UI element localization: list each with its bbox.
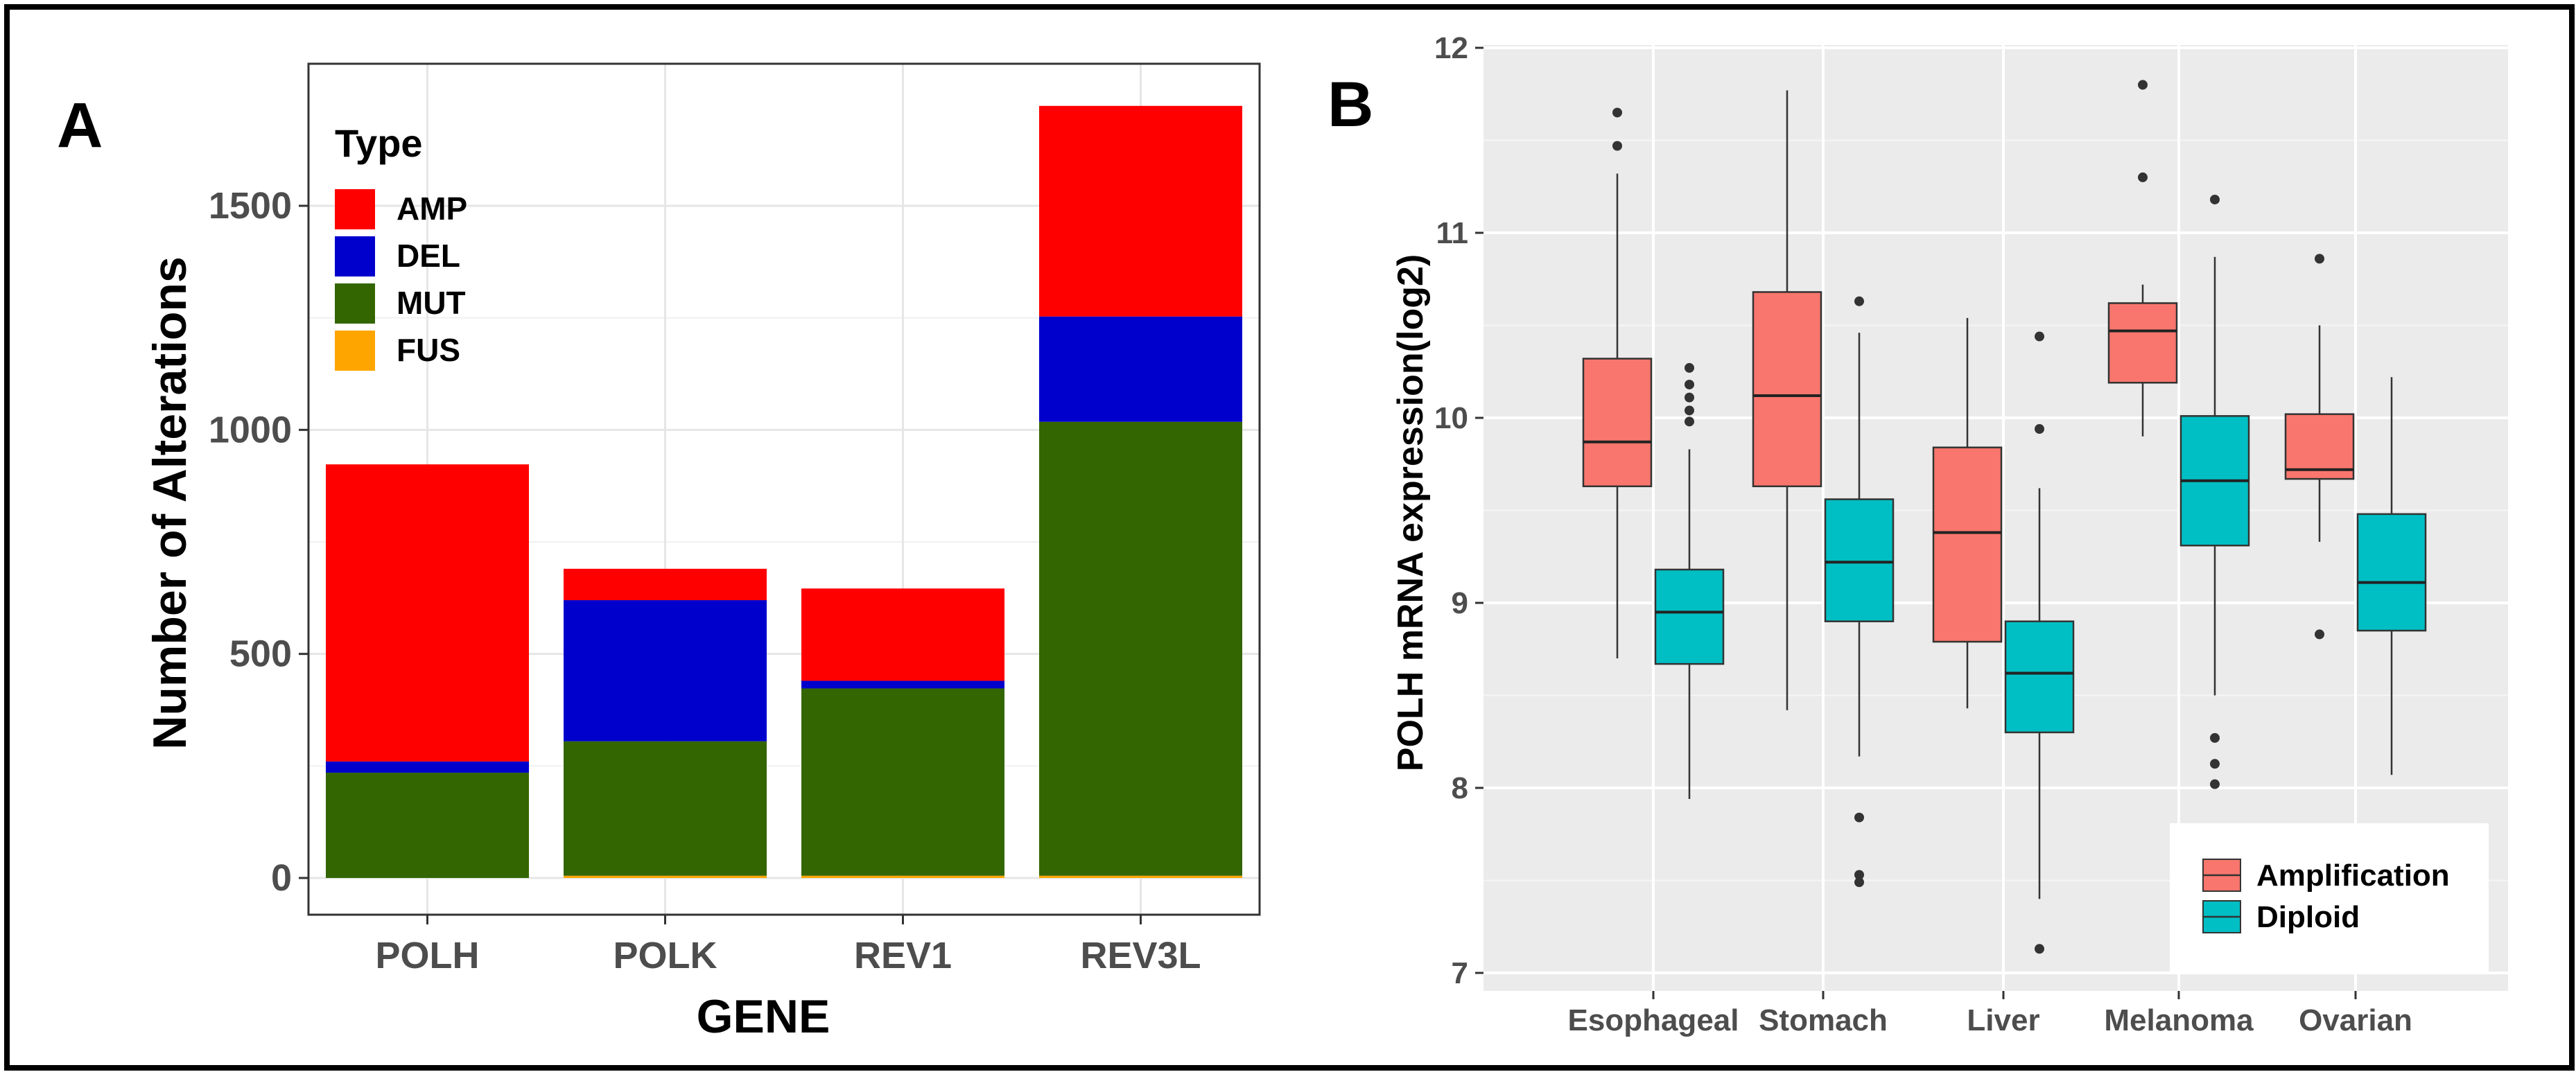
x-tick-label-polk: POLK [613, 935, 717, 976]
bar-polk-fus [564, 875, 767, 878]
panel-b-label: B [1328, 69, 1373, 140]
outlier-point [2138, 80, 2148, 90]
x-axis-title: GENE [697, 990, 830, 1043]
iqr-box [1752, 291, 1822, 488]
legend-swatch-fus [335, 331, 375, 371]
outlier-point [2035, 424, 2044, 434]
bar-rev1-fus [801, 875, 1004, 878]
legend-label-fus: FUS [397, 332, 460, 368]
y-tick-label: 1500 [209, 185, 292, 227]
iqr-box [2107, 302, 2178, 384]
box-esophageal-diploid [1654, 362, 1725, 800]
box-ovarian-diploid [2356, 377, 2427, 775]
outlier-point [2210, 779, 2220, 789]
y-tick-label: 9 [1452, 586, 1468, 620]
box-ovarian-amplification [2284, 254, 2355, 640]
outlier-point [2315, 629, 2324, 640]
y-tick-label: 12 [1434, 31, 1468, 65]
bar-polh-amp [326, 464, 529, 762]
outlier-point [1685, 392, 1694, 403]
x-tick-label-esophageal: Esophageal [1568, 1003, 1739, 1037]
alterations-stacked-bar-chart: 0 500 1000 1500 POLH POLK REV1 REV3L GENE Number … [143, 62, 1261, 1043]
x-tick-label-ovarian: Ovarian [2299, 1003, 2412, 1037]
legend-swatch-mut [335, 283, 375, 324]
outlier-point [1685, 379, 1694, 389]
y-axis-title: Number of Alterations [143, 256, 196, 750]
bar-rev1-mut [801, 688, 1004, 876]
y-tick-label: 8 [1452, 771, 1468, 805]
outlier-point [1685, 416, 1694, 427]
legend-label-del: DEL [397, 238, 460, 274]
bar-polk-mut [564, 741, 767, 876]
legend-background [2170, 823, 2489, 974]
legend-swatch-del [335, 236, 375, 276]
legend-swatch-amp [335, 189, 375, 229]
figure-frame [4, 4, 2575, 1071]
box-stomach-diploid [1824, 296, 1895, 888]
y-tick-label: 7 [1452, 956, 1468, 990]
panel-a-label: A [57, 90, 103, 161]
x-tick-label-polh: POLH [375, 935, 479, 976]
iqr-box [1824, 498, 1895, 622]
outlier-point [2210, 759, 2220, 769]
polh-expression-boxplot: 7 8 9 10 11 12 Esophageal Stomach Liver Melanoma O… [1391, 31, 2508, 1037]
legend-label-diploid: Diploid [2256, 900, 2360, 934]
outlier-point [2035, 944, 2044, 954]
outlier-point [2035, 331, 2044, 342]
outlier-point [2210, 194, 2220, 204]
legend-label-amplification: Amplification [2256, 859, 2450, 893]
bar-rev1-del [801, 680, 1004, 689]
y-tick-label: 0 [271, 857, 292, 899]
outlier-point [1612, 141, 1622, 151]
outlier-point [1854, 812, 1864, 823]
box-liver-amplification [1932, 317, 2003, 709]
y-axis-title: POLH mRNA expression(log2) [1391, 254, 1431, 771]
legend-title: Type [335, 121, 423, 165]
bar-rev3l-mut [1039, 421, 1242, 876]
box-melanoma-amplification [2107, 80, 2178, 437]
bar-rev3l-fus [1039, 875, 1242, 878]
box-melanoma-diploid [2179, 194, 2250, 789]
x-tick-label-melanoma: Melanoma [2104, 1003, 2254, 1037]
y-tick-label: 1000 [209, 409, 292, 450]
box-liver-diploid [2004, 331, 2075, 954]
outlier-point [1854, 296, 1864, 306]
outlier-point [1854, 870, 1864, 880]
bar-rev3l-del [1039, 316, 1242, 422]
iqr-box [1654, 568, 1725, 665]
plot-a-border [307, 62, 1261, 916]
bar-polh-del [326, 761, 529, 773]
outlier-point [2138, 172, 2148, 182]
outlier-point [2315, 254, 2324, 264]
bar-rev1-amp [801, 588, 1004, 681]
outlier-point [1612, 107, 1622, 118]
y-tick-label: 10 [1434, 401, 1468, 435]
y-tick-label: 11 [1436, 216, 1468, 250]
outlier-point [2210, 732, 2220, 743]
x-tick-label-rev3l: REV3L [1080, 935, 1201, 976]
bar-polk-del [564, 600, 767, 741]
box-stomach-amplification [1752, 90, 1822, 710]
legend-b: Amplification Diploid [2170, 823, 2489, 974]
iqr-box [1932, 446, 2003, 643]
outlier-point [1685, 362, 1694, 373]
outlier-point [1854, 877, 1864, 888]
legend-label-mut: MUT [397, 285, 466, 321]
y-tick-label: 500 [229, 633, 292, 675]
bar-rev3l-amp [1039, 105, 1242, 317]
iqr-box [1582, 358, 1653, 488]
x-tick-label-stomach: Stomach [1759, 1003, 1888, 1037]
bar-polh-mut [326, 773, 529, 878]
iqr-box [2356, 513, 2427, 632]
x-tick-label-rev1: REV1 [854, 935, 952, 976]
legend-a: Type AMP DEL MUT FUS [335, 121, 467, 371]
outlier-point [1685, 405, 1694, 416]
iqr-box [2284, 413, 2355, 480]
legend-label-amp: AMP [397, 191, 467, 227]
bar-polk-amp [564, 568, 767, 601]
box-esophageal-amplification [1582, 107, 1653, 659]
iqr-box [2004, 620, 2075, 734]
x-tick-label-liver: Liver [1967, 1003, 2039, 1037]
